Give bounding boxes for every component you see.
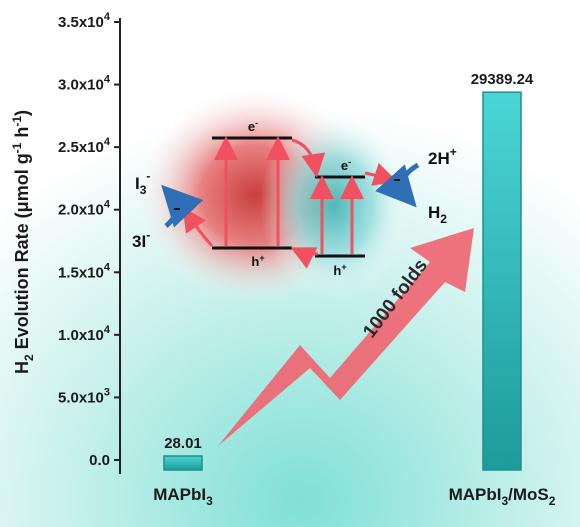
y-tick-label-2: 1.0x104 xyxy=(58,324,111,344)
hydrogen-label: H2 xyxy=(428,203,447,226)
axis-labels: 28.01 29389.24 MAPbI3 MAPbI3/MoS2 H2 Evoluti… xyxy=(10,71,556,508)
y-tick-label-6: 3.0x104 xyxy=(58,74,111,94)
hole-transfer-arrow xyxy=(290,247,319,269)
y-tick-label-3: 1.5x104 xyxy=(58,261,111,281)
x-category-label-0: MAPbI3 xyxy=(153,485,213,508)
iodide-label: 3I- xyxy=(132,228,150,251)
bar-value-label-0: 28.01 xyxy=(164,435,202,452)
bar-0 xyxy=(163,455,203,471)
fold-arrow-shape xyxy=(218,228,474,446)
protons-label: 2H+ xyxy=(428,145,457,168)
axes: 0.0 5.0x103 1.0x104 1.5x104 2.0x104 2.5x104 3.… xyxy=(58,11,121,474)
electron-transfer-arrow xyxy=(291,138,326,178)
y-tick-label-4: 2.0x104 xyxy=(58,199,111,219)
y-tick-label-7: 3.5x104 xyxy=(58,11,111,31)
electron-label-mapbi3: e- xyxy=(248,118,258,134)
bars xyxy=(163,91,522,471)
hole-label-mos2: h+ xyxy=(333,262,346,278)
bar-value-label-1: 29389.24 xyxy=(471,71,534,88)
x-category-label-1: MAPbI3/MoS2 xyxy=(449,485,556,508)
hole-label-mapbi3: h+ xyxy=(251,253,264,269)
bar-1 xyxy=(482,91,522,471)
y-tick-label-0: 0.0 xyxy=(89,452,110,469)
y-axis-label: H2 Evolution Rate (μmol g-1 h-1) xyxy=(10,110,36,374)
band-diagram-inset: e- h+ e- h+ I3- 3I- 2H+ H2 xyxy=(132,118,457,278)
triiodide-label: I3- xyxy=(135,169,150,197)
electron-label-mos2: e- xyxy=(341,157,351,173)
y-tick-label-5: 2.5x104 xyxy=(58,136,111,156)
proton-reduction-arrow xyxy=(375,162,420,208)
y-tick-label-1: 5.0x103 xyxy=(58,386,110,406)
